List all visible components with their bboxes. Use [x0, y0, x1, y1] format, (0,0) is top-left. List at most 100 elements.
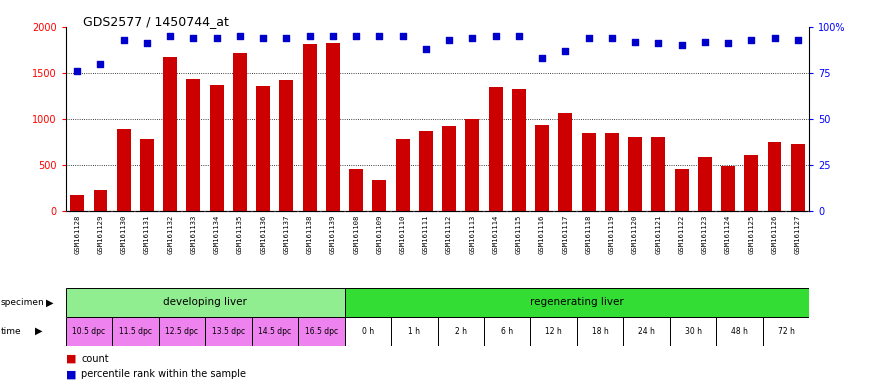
Bar: [70, 195, 84, 211]
Bar: [396, 139, 410, 211]
Bar: [205, 317, 252, 346]
Text: count: count: [81, 354, 109, 364]
Text: GSM161139: GSM161139: [330, 215, 336, 255]
Text: GSM161135: GSM161135: [237, 215, 243, 255]
Text: GSM161109: GSM161109: [376, 215, 382, 255]
Point: [442, 37, 456, 43]
Bar: [484, 317, 530, 346]
Bar: [763, 317, 809, 346]
Text: 12.5 dpc: 12.5 dpc: [165, 327, 199, 336]
Point: [349, 33, 363, 39]
Bar: [112, 317, 158, 346]
Text: GSM161127: GSM161127: [794, 215, 801, 255]
Text: ▶: ▶: [46, 297, 54, 308]
Text: GSM161136: GSM161136: [260, 215, 266, 255]
Bar: [512, 89, 526, 211]
Text: 72 h: 72 h: [778, 327, 794, 336]
Text: GSM161132: GSM161132: [167, 215, 173, 255]
Bar: [675, 169, 689, 211]
Point: [651, 40, 665, 46]
Bar: [326, 43, 340, 211]
Text: GSM161111: GSM161111: [423, 215, 429, 255]
Bar: [745, 155, 759, 211]
Text: 14.5 dpc: 14.5 dpc: [258, 327, 291, 336]
Text: 2 h: 2 h: [455, 327, 466, 336]
Text: GSM161108: GSM161108: [354, 215, 359, 255]
Text: ■: ■: [66, 354, 76, 364]
Bar: [698, 157, 711, 211]
Point: [233, 33, 247, 39]
Bar: [791, 144, 805, 211]
Bar: [623, 317, 670, 346]
Point: [116, 37, 130, 43]
Point: [536, 55, 550, 61]
Text: GSM161130: GSM161130: [121, 215, 127, 255]
Text: time: time: [1, 327, 22, 336]
Bar: [536, 124, 550, 211]
Bar: [488, 87, 502, 211]
Text: GSM161126: GSM161126: [772, 215, 778, 255]
Point: [210, 35, 224, 41]
Text: GSM161116: GSM161116: [539, 215, 545, 255]
Text: percentile rank within the sample: percentile rank within the sample: [81, 369, 247, 379]
Bar: [391, 317, 438, 346]
Point: [721, 40, 735, 46]
Bar: [116, 129, 130, 211]
Text: 10.5 dpc: 10.5 dpc: [73, 327, 105, 336]
Point: [303, 33, 317, 39]
Point: [94, 61, 108, 67]
Text: GSM161129: GSM161129: [97, 215, 103, 255]
Text: GSM161134: GSM161134: [214, 215, 220, 255]
Bar: [605, 133, 619, 211]
Bar: [303, 45, 317, 211]
Text: GSM161125: GSM161125: [748, 215, 754, 255]
Point: [466, 35, 480, 41]
Bar: [186, 79, 200, 211]
Bar: [345, 317, 391, 346]
Text: GSM161138: GSM161138: [306, 215, 312, 255]
Text: GSM161115: GSM161115: [516, 215, 522, 255]
Point: [419, 46, 433, 52]
Text: GSM161114: GSM161114: [493, 215, 499, 255]
Text: 16.5 dpc: 16.5 dpc: [304, 327, 338, 336]
Point: [373, 33, 387, 39]
Text: GSM161119: GSM161119: [609, 215, 615, 255]
Bar: [140, 139, 154, 211]
Text: GSM161112: GSM161112: [446, 215, 452, 255]
Point: [791, 37, 805, 43]
Bar: [164, 57, 177, 211]
Text: GSM161123: GSM161123: [702, 215, 708, 255]
Bar: [298, 317, 345, 346]
Text: GSM161122: GSM161122: [678, 215, 684, 255]
Text: 18 h: 18 h: [592, 327, 609, 336]
Bar: [158, 317, 205, 346]
Bar: [373, 180, 387, 211]
Point: [186, 35, 200, 41]
Bar: [66, 288, 345, 317]
Text: GSM161131: GSM161131: [144, 215, 150, 255]
Point: [140, 40, 154, 46]
Text: GSM161118: GSM161118: [585, 215, 592, 255]
Text: GSM161117: GSM161117: [563, 215, 569, 255]
Bar: [717, 317, 763, 346]
Text: 48 h: 48 h: [732, 327, 748, 336]
Bar: [577, 317, 623, 346]
Text: 13.5 dpc: 13.5 dpc: [212, 327, 245, 336]
Bar: [530, 317, 577, 346]
Bar: [252, 317, 298, 346]
Text: 30 h: 30 h: [684, 327, 702, 336]
Text: 1 h: 1 h: [409, 327, 420, 336]
Text: GSM161113: GSM161113: [469, 215, 475, 255]
Point: [396, 33, 410, 39]
Point: [582, 35, 596, 41]
Bar: [349, 169, 363, 211]
Text: GSM161121: GSM161121: [655, 215, 662, 255]
Point: [70, 68, 84, 74]
Point: [164, 33, 178, 39]
Bar: [670, 317, 717, 346]
Point: [767, 35, 781, 41]
Text: GSM161128: GSM161128: [74, 215, 80, 255]
Text: GSM161110: GSM161110: [400, 215, 406, 255]
Point: [675, 42, 689, 48]
Bar: [558, 113, 572, 211]
